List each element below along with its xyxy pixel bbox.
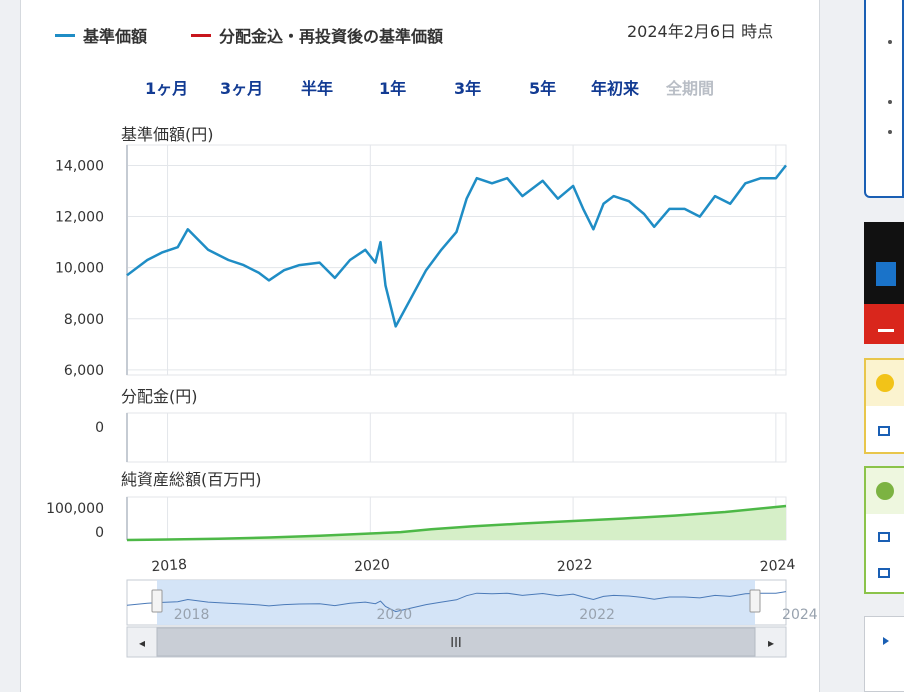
navigator-tick-label: 2024	[782, 607, 818, 623]
nav-y-tick-label: 8,000	[64, 312, 104, 328]
arrow-right-icon[interactable]	[883, 637, 889, 645]
lightning-icon	[876, 262, 896, 286]
legend-swatch-adjusted	[191, 33, 211, 37]
x-tick-label: 2022	[556, 557, 593, 575]
scroll-right-arrow[interactable]: ▸	[768, 636, 774, 650]
net-assets-axis-label: 純資産総額(百万円)	[121, 470, 262, 489]
sidebar-download-banner[interactable]	[864, 304, 904, 344]
range-button-1[interactable]: 3ヶ月	[220, 79, 264, 98]
range-button-0[interactable]: 1ヶ月	[145, 79, 189, 98]
legend-item-adjusted[interactable]: 分配金込・再投資後の基準価額	[191, 23, 443, 47]
range-button-3[interactable]: 1年	[379, 79, 407, 98]
as-of-date: 2024年2月6日 時点	[627, 22, 774, 41]
navigator-tick-label: 2022	[579, 607, 615, 623]
sidebar-info-box	[864, 0, 904, 198]
scrollbar-thumb[interactable]	[156, 627, 756, 657]
sidebar-dark-banner[interactable]	[864, 222, 904, 304]
nav-y-tick-label: 6,000	[64, 363, 104, 379]
warning-icon	[876, 374, 894, 392]
scrollbar-grip: III	[450, 636, 462, 651]
nav-y-tick-label: 14,000	[55, 158, 104, 174]
net-assets-y-tick-label: 0	[95, 525, 104, 541]
navigator-handle-right[interactable]	[749, 589, 761, 613]
nav-y-tick-label: 12,000	[55, 210, 104, 226]
chart-panel: 基準価額 分配金込・再投資後の基準価額 2024年2月6日 時点 1ヶ月 3ヶ月 半…	[20, 0, 820, 692]
legend-swatch-nav	[55, 33, 75, 37]
net-assets-line	[126, 504, 787, 542]
range-button-7: 全期間	[666, 79, 715, 98]
x-tick-label: 2024	[759, 557, 796, 575]
chart-svg[interactable]: 14,000 12,000 10,000 8,000 6,000 0 100,000 0 201…	[21, 0, 821, 692]
net-assets-area	[127, 506, 786, 540]
navigator-tick-label: 2020	[377, 607, 413, 623]
window-icon[interactable]	[878, 532, 890, 542]
download-icon	[878, 316, 894, 332]
sidebar-notice-box	[864, 358, 904, 454]
legend-label-nav: 基準価額	[83, 27, 148, 46]
bullet-icon	[888, 130, 892, 134]
range-button-4[interactable]: 3年	[454, 79, 482, 98]
range-button-5[interactable]: 5年	[529, 79, 557, 98]
nav-plot-area	[126, 144, 787, 376]
scroll-left-arrow[interactable]: ◂	[139, 636, 145, 650]
bullet-icon	[888, 100, 892, 104]
sidebar-help-box	[864, 466, 904, 594]
bullet-icon	[888, 40, 892, 44]
navigator-line	[126, 591, 787, 613]
window-icon[interactable]	[878, 426, 890, 436]
right-sidebar	[820, 0, 904, 692]
legend-item-nav[interactable]: 基準価額	[55, 23, 147, 47]
navigator-selection	[157, 580, 755, 625]
distribution-y-tick-label: 0	[95, 420, 104, 436]
legend-label-adjusted: 分配金込・再投資後の基準価額	[219, 27, 444, 46]
x-tick-label: 2018	[151, 557, 188, 575]
window-icon[interactable]	[878, 568, 890, 578]
net-assets-y-tick-label: 100,000	[46, 501, 104, 517]
navigator-handle-left[interactable]	[151, 589, 163, 613]
question-icon	[876, 482, 894, 500]
distribution-axis-label: 分配金(円)	[121, 387, 198, 406]
nav-y-tick-label: 10,000	[55, 261, 104, 277]
x-tick-label: 2020	[354, 557, 391, 575]
range-button-6[interactable]: 年初来	[591, 79, 640, 98]
nav-series-line	[126, 164, 787, 328]
distribution-plot-area	[126, 412, 787, 463]
nav-axis-label: 基準価額(円)	[121, 125, 214, 144]
sidebar-link-box	[864, 616, 904, 692]
range-button-2[interactable]: 半年	[301, 79, 334, 98]
navigator-tick-label: 2018	[174, 607, 210, 623]
